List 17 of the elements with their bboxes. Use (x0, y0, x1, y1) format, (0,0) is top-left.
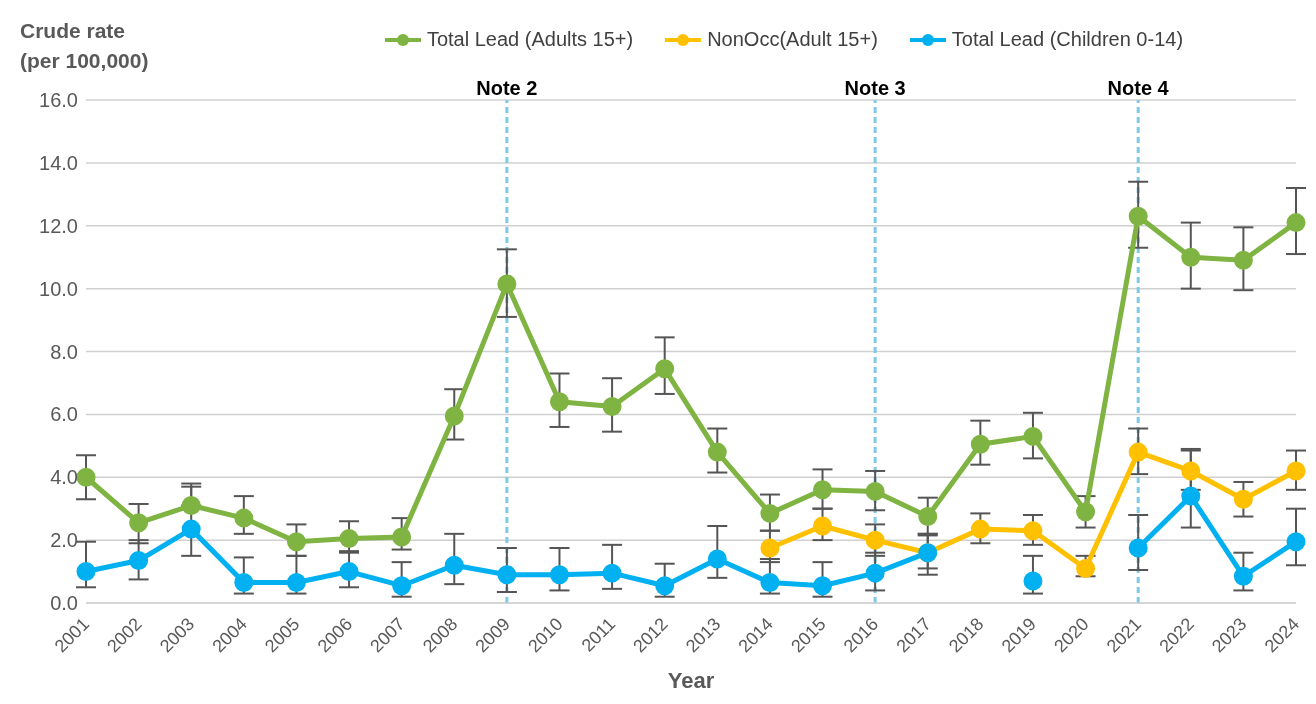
ref-line-label: Note 3 (844, 77, 906, 99)
ref-line-label: Note 2 (476, 77, 538, 99)
y-tick-label: 12.0 (39, 214, 78, 237)
y-tick-label: 4.0 (50, 466, 78, 489)
y-tick-label: 0.0 (50, 592, 78, 615)
y-tick-label: 10.0 (39, 277, 78, 300)
x-axis-title: Year (667, 668, 715, 693)
y-tick-label: 8.0 (50, 340, 78, 363)
y-tick-label: 2.0 (50, 529, 78, 552)
y-tick-label: 16.0 (39, 89, 78, 112)
legend-label: Total Lead (Children 0-14) (951, 28, 1184, 51)
y-tick-label: 14.0 (39, 151, 78, 174)
legend-label: Total Lead (Adults 15+) (426, 28, 634, 51)
legend-label: NonOcc(Adult 15+) (707, 28, 878, 51)
ref-line-label: Note 4 (1107, 77, 1170, 99)
y-axis-title: Crude rate (per 100,000) (20, 18, 149, 74)
y-tick-label: 6.0 (50, 403, 78, 426)
